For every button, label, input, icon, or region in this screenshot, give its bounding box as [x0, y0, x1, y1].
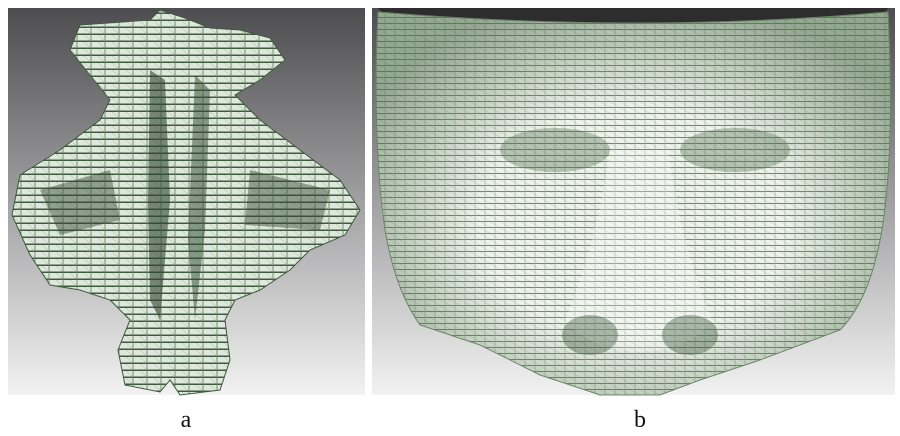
panel-a [8, 8, 365, 395]
eye-socket [500, 128, 610, 172]
nostril-shadow [562, 315, 618, 355]
figure-canvas: a b [0, 0, 900, 436]
figure: a b [0, 0, 900, 436]
panel-label: a [181, 407, 192, 433]
panel-label: b [634, 407, 646, 433]
panel-b [372, 8, 895, 395]
nostril-shadow [662, 315, 718, 355]
eye-socket [680, 128, 790, 172]
